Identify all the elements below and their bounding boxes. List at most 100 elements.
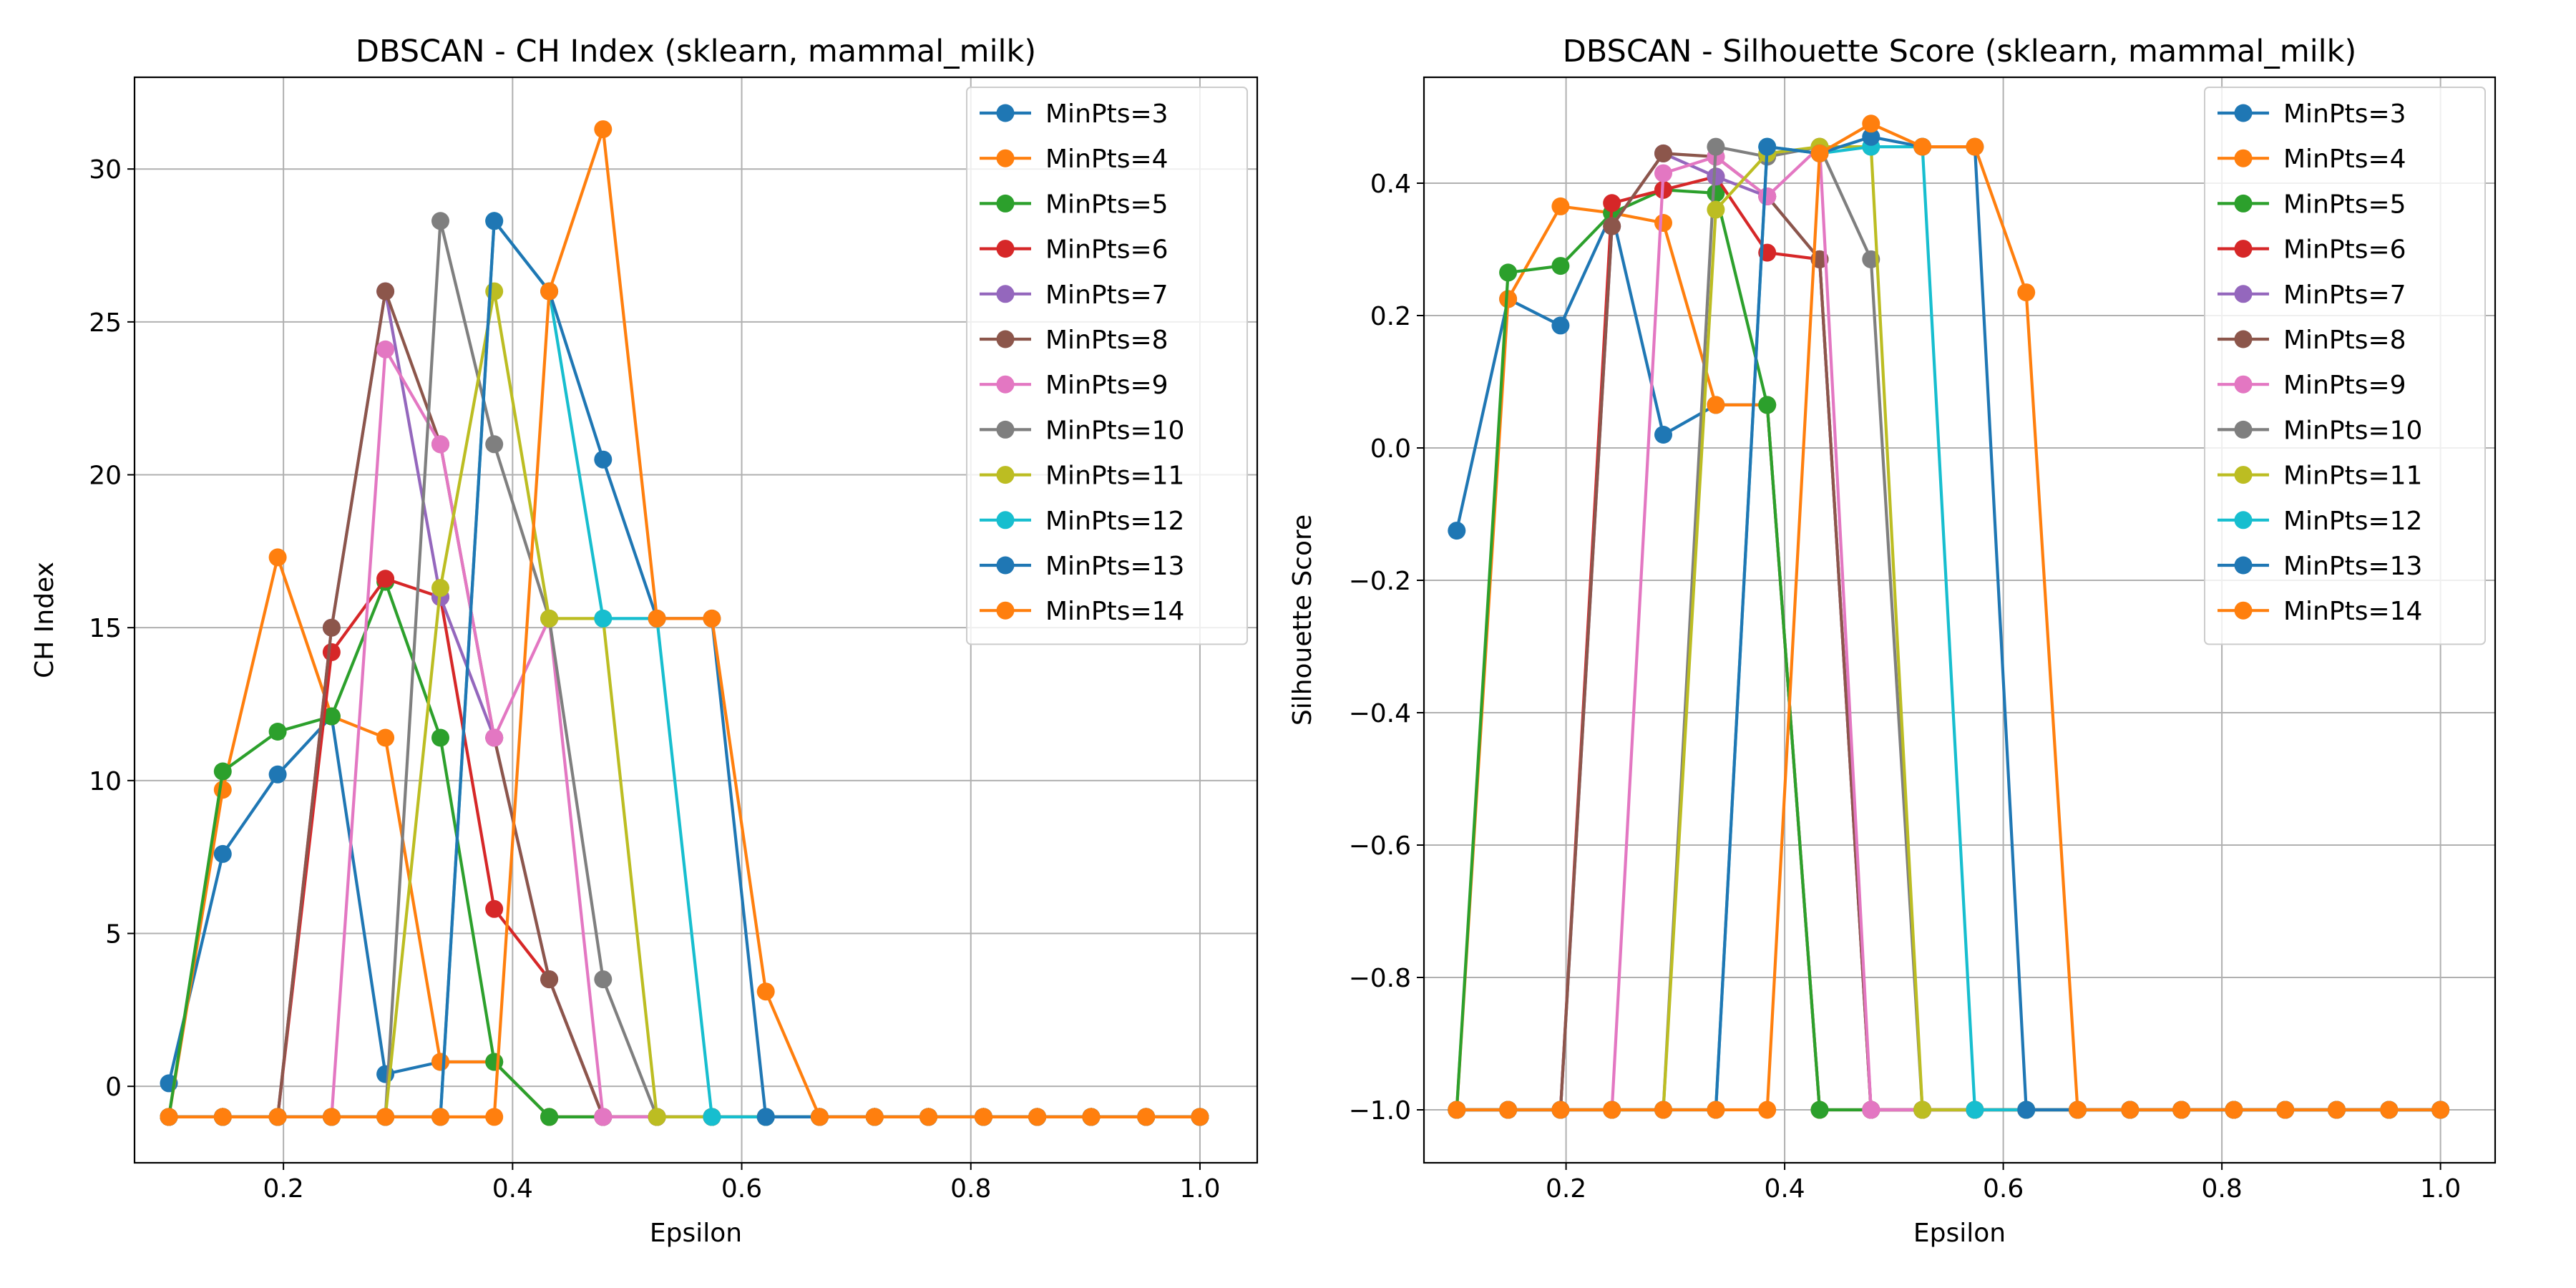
legend-label: MinPts=10 bbox=[2283, 416, 2422, 445]
data-point bbox=[594, 1108, 613, 1126]
legend-swatch-marker bbox=[2234, 375, 2253, 394]
legend-swatch-marker bbox=[2234, 194, 2253, 213]
data-point bbox=[213, 1108, 232, 1126]
chart-title: DBSCAN - Silhouette Score (sklearn, mamm… bbox=[1563, 34, 2357, 69]
legend-entry: MinPts=12 bbox=[2218, 507, 2422, 536]
data-point bbox=[756, 1108, 775, 1126]
data-point bbox=[485, 212, 504, 230]
series-minpts-14 bbox=[1448, 114, 2450, 1119]
y-tick-label: 30 bbox=[89, 155, 122, 185]
data-point bbox=[1862, 127, 1880, 146]
data-point bbox=[1448, 522, 1466, 540]
data-point bbox=[431, 1108, 449, 1126]
legend-swatch-marker bbox=[2234, 330, 2253, 348]
data-point bbox=[2017, 283, 2036, 302]
axes-frame bbox=[133, 76, 1259, 1164]
data-point bbox=[1082, 1108, 1101, 1126]
data-point bbox=[2328, 1101, 2346, 1119]
legend-entry: MinPts=3 bbox=[2218, 99, 2406, 129]
x-axis-label: Epsilon bbox=[1913, 1219, 2006, 1248]
x-tick-label: 0.2 bbox=[1546, 1174, 1586, 1204]
data-point bbox=[1551, 257, 1570, 275]
data-point bbox=[1654, 164, 1672, 182]
data-point bbox=[1603, 194, 1621, 213]
data-point bbox=[1810, 144, 1829, 162]
legend-label: MinPts=4 bbox=[2283, 145, 2406, 174]
legend-label: MinPts=8 bbox=[2283, 326, 2406, 355]
legend-swatch-marker bbox=[996, 285, 1015, 303]
data-point bbox=[540, 1108, 559, 1126]
data-point bbox=[1913, 137, 1932, 156]
y-tick-label: 0 bbox=[105, 1073, 122, 1102]
data-point bbox=[1810, 1101, 1829, 1119]
legend-label: MinPts=7 bbox=[1045, 280, 1169, 310]
x-tick-label: 0.6 bbox=[721, 1174, 762, 1204]
y-tick-label: 0.2 bbox=[1370, 302, 1411, 331]
legend-label: MinPts=4 bbox=[1045, 145, 1169, 174]
data-point bbox=[1966, 137, 1984, 156]
data-point bbox=[431, 728, 449, 747]
legend-label: MinPts=8 bbox=[1045, 326, 1169, 355]
data-point bbox=[268, 765, 287, 784]
data-point bbox=[1551, 197, 1570, 215]
data-point bbox=[431, 579, 449, 597]
series-line bbox=[169, 127, 1200, 1119]
legend-swatch-marker bbox=[2234, 420, 2253, 439]
y-tick-label: −1.0 bbox=[1349, 1096, 1411, 1126]
data-point bbox=[1499, 263, 1518, 282]
legend-swatch-marker bbox=[996, 330, 1015, 348]
data-point bbox=[1499, 290, 1518, 308]
data-point bbox=[485, 435, 504, 454]
legend-label: MinPts=13 bbox=[1045, 552, 1184, 581]
legend-entry: MinPts=4 bbox=[980, 145, 1169, 174]
data-point bbox=[2121, 1101, 2140, 1119]
chart-panel-1: 0.2 0.4 0.6 0.8 1.0 0 5 10 15 20 25 30 DBSCAN - CH I… bbox=[30, 34, 1259, 1248]
legend-entry: MinPts=6 bbox=[980, 235, 1169, 265]
data-point bbox=[648, 1108, 666, 1126]
legend-swatch-marker bbox=[2234, 601, 2253, 620]
data-point bbox=[1137, 1108, 1156, 1126]
legend-entry: MinPts=11 bbox=[2218, 462, 2422, 491]
data-point bbox=[1707, 184, 1725, 203]
legend-label: MinPts=12 bbox=[1045, 507, 1184, 536]
x-tick-label: 0.2 bbox=[263, 1174, 303, 1204]
legend-swatch-marker bbox=[996, 375, 1015, 394]
data-point bbox=[756, 982, 775, 1001]
data-point bbox=[1028, 1108, 1047, 1126]
data-point bbox=[160, 1108, 178, 1126]
legend-label: MinPts=5 bbox=[2283, 190, 2406, 219]
legend-entry: MinPts=10 bbox=[980, 416, 1184, 445]
legend-entry: MinPts=8 bbox=[980, 326, 1169, 355]
data-point bbox=[431, 1053, 449, 1071]
x-tick-label: 1.0 bbox=[1179, 1174, 1220, 1204]
legend-label: MinPts=12 bbox=[2283, 507, 2422, 536]
legend-label: MinPts=5 bbox=[1045, 190, 1169, 219]
data-point bbox=[376, 570, 395, 588]
y-axis-label: CH Index bbox=[30, 562, 59, 678]
data-point bbox=[2017, 1101, 2036, 1119]
legend-label: MinPts=9 bbox=[2283, 371, 2406, 400]
x-tick-label: 1.0 bbox=[2420, 1174, 2461, 1204]
data-point bbox=[1499, 1101, 1518, 1119]
data-point bbox=[485, 1053, 504, 1071]
legend-swatch-marker bbox=[996, 420, 1015, 439]
data-point bbox=[703, 609, 721, 628]
legend-entry: MinPts=7 bbox=[980, 280, 1169, 310]
data-point bbox=[1707, 396, 1725, 414]
series-minpts-6 bbox=[160, 570, 1209, 1126]
legend-label: MinPts=11 bbox=[1045, 462, 1184, 491]
data-point bbox=[376, 282, 395, 301]
data-point bbox=[919, 1108, 937, 1126]
data-point bbox=[540, 609, 559, 628]
data-point bbox=[322, 618, 341, 637]
legend-label: MinPts=6 bbox=[1045, 235, 1169, 265]
legend-label: MinPts=14 bbox=[1045, 597, 1184, 626]
data-point bbox=[594, 609, 613, 628]
legend-swatch-marker bbox=[996, 511, 1015, 530]
data-point bbox=[1191, 1108, 1209, 1126]
legend-entry: MinPts=11 bbox=[980, 462, 1184, 491]
legend-swatch-marker bbox=[2234, 240, 2253, 258]
data-point bbox=[1707, 1101, 1725, 1119]
y-tick-label: 0.4 bbox=[1370, 170, 1411, 199]
